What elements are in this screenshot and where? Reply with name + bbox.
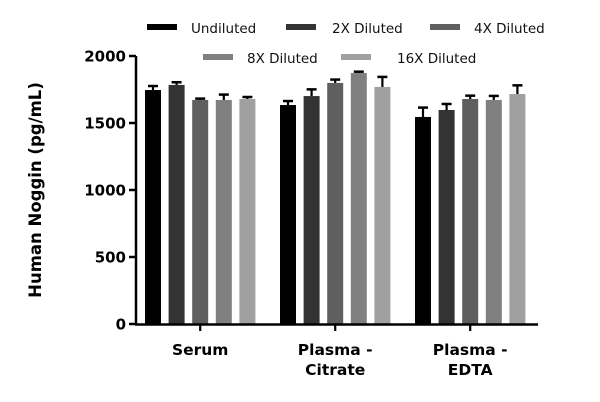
bar	[485, 99, 502, 325]
y-axis-ticks: 0 500 1000 1500 2000	[84, 48, 136, 334]
bar	[168, 84, 185, 324]
legend-label: 2X Diluted	[332, 21, 403, 37]
x-category-label: Plasma -	[433, 341, 508, 359]
bar-group-serum	[145, 81, 256, 325]
y-tick-label: 0	[116, 316, 126, 334]
y-tick-label: 2000	[84, 48, 126, 66]
bar	[303, 96, 320, 324]
legend-item: 4X Diluted	[430, 21, 545, 37]
legend-label: Undiluted	[191, 21, 256, 37]
bar	[145, 90, 161, 324]
legend-label: 8X Diluted	[247, 51, 318, 67]
legend-item: 8X Diluted	[203, 51, 318, 67]
bar	[374, 86, 391, 324]
y-tick-label: 1500	[84, 115, 126, 133]
bar-group-plasma-edta	[415, 84, 526, 325]
legend-label: 4X Diluted	[474, 21, 545, 37]
legend-swatch	[341, 54, 371, 60]
bar	[192, 99, 209, 325]
bar	[509, 94, 526, 324]
x-category-label: Serum	[172, 341, 229, 359]
legend-swatch	[430, 24, 460, 30]
legend-item: 16X Diluted	[341, 51, 476, 67]
legend-swatch	[286, 24, 316, 30]
legend-swatch	[147, 24, 177, 30]
legend-item: Undiluted	[147, 21, 256, 37]
x-category-label: EDTA	[448, 361, 493, 379]
chart-legend: Undiluted 2X Diluted 4X Diluted 8X Diluted 1…	[147, 21, 545, 67]
bar	[415, 116, 431, 324]
y-tick-label: 500	[95, 249, 126, 267]
chart-bars	[145, 70, 526, 325]
bar	[280, 105, 296, 324]
bar-group-plasma-citrate	[280, 70, 391, 325]
legend-item: 2X Diluted	[286, 21, 403, 37]
bar	[239, 99, 256, 324]
y-tick-label: 1000	[84, 182, 126, 200]
x-category-label: Plasma -	[298, 341, 373, 359]
bar	[327, 82, 344, 325]
legend-swatch	[203, 54, 233, 60]
bar	[215, 99, 232, 325]
bar	[462, 99, 479, 324]
x-axis-categories: Serum Plasma - Citrate Plasma - EDTA	[172, 324, 508, 379]
legend-label: 16X Diluted	[397, 51, 476, 67]
x-category-label: Citrate	[305, 361, 365, 379]
bar	[350, 73, 367, 324]
y-axis-title: Human Noggin (pg/mL)	[26, 82, 45, 298]
bar	[438, 110, 455, 324]
